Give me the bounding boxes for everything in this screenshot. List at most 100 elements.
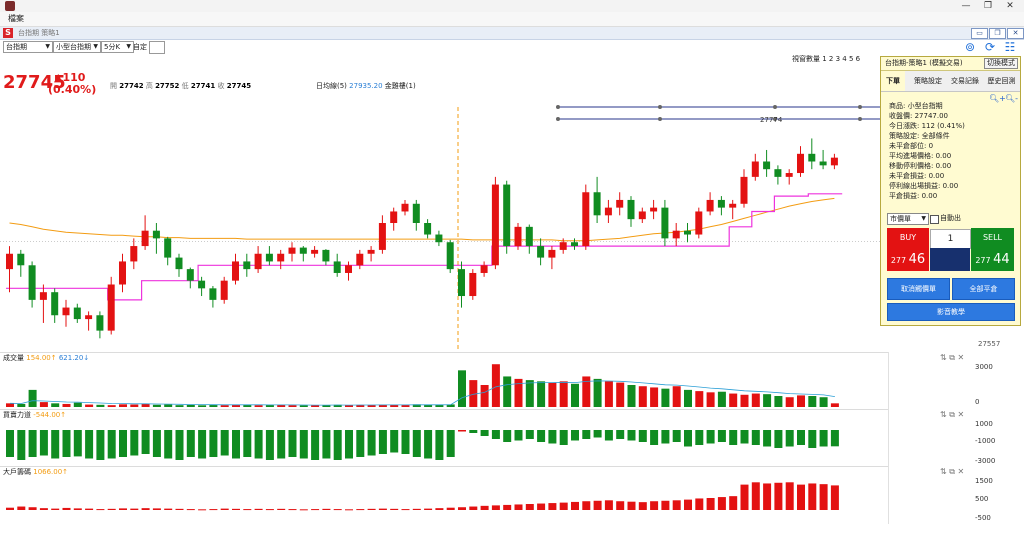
whale-bar	[593, 500, 602, 510]
custom-input[interactable]	[149, 41, 165, 54]
whale-bar	[717, 497, 726, 510]
cancel-trigger-order-button[interactable]: 取消觸價單	[887, 278, 950, 300]
whale-bar	[107, 508, 116, 510]
video-tutorial-button[interactable]: 影音教學	[887, 303, 1015, 321]
buy-button[interactable]: BUY 277 46	[887, 228, 929, 271]
chevron-down-icon: ▼	[93, 43, 98, 50]
candle-body	[559, 242, 567, 250]
low-label: 低	[181, 82, 189, 90]
period-select[interactable]: 5分K ▼	[101, 41, 134, 53]
candle-body	[243, 261, 251, 270]
volume-bar	[480, 385, 489, 407]
tab-order[interactable]: 下單	[881, 71, 905, 91]
volume-bar	[141, 403, 150, 407]
info-line: 今日漲跌: 112 (0.41%)	[889, 122, 965, 130]
candle-body	[333, 261, 341, 273]
candle-body	[537, 246, 545, 258]
candle-body	[107, 284, 115, 331]
whale-bar	[785, 482, 794, 510]
power-bar	[785, 430, 794, 447]
chevron-down-icon: ▼	[126, 43, 131, 50]
candle-body	[593, 192, 601, 216]
volume-chart[interactable]	[0, 363, 888, 409]
doc-restore-icon[interactable]: ❐	[989, 28, 1006, 39]
whale-bar	[571, 501, 579, 510]
tab-backtest[interactable]: 歷史回測	[987, 77, 1016, 85]
maximize-icon[interactable]: ❐	[983, 1, 993, 11]
candle-body	[582, 192, 590, 247]
volume-bar	[695, 391, 704, 407]
user-list-icon[interactable]: ☷	[1004, 40, 1016, 54]
whale-bar	[695, 498, 704, 510]
power-bar	[571, 430, 579, 441]
candle-body	[548, 249, 556, 258]
power-bar	[288, 430, 297, 457]
whale-bar	[559, 502, 568, 510]
power-bar	[593, 430, 602, 438]
whale-bar	[661, 500, 670, 510]
power-bar	[175, 430, 184, 460]
info-line: 平均進場價格: 0.00	[889, 152, 952, 160]
tab-records[interactable]: 交易記錄	[951, 77, 979, 85]
switch-mode-button[interactable]: 切換模式	[984, 58, 1018, 69]
volume-bar	[763, 394, 772, 407]
whale-bar	[616, 501, 625, 510]
volume-bar	[672, 386, 681, 407]
whale-bar	[797, 484, 805, 510]
candle-body	[28, 265, 36, 300]
whale-chart[interactable]	[0, 477, 888, 523]
volume-bar	[661, 388, 670, 407]
refresh-icon[interactable]: ⟳	[984, 40, 996, 54]
document-bar: S 台指期 策略1 ▭ ❐ ✕	[0, 27, 1024, 40]
power-bar	[232, 430, 240, 459]
candle-body	[62, 307, 70, 316]
candle-body	[356, 253, 364, 266]
tab-strategy[interactable]: 策略設定	[914, 77, 942, 85]
candle-body	[141, 230, 149, 247]
power-chart[interactable]	[0, 420, 888, 466]
candle-body	[73, 307, 81, 320]
whale-bar	[220, 508, 229, 510]
close-icon[interactable]: ✕	[1006, 1, 1014, 11]
whale-bar	[774, 482, 783, 510]
whale-panel-label: 大戶籌碼 1066.00↑	[3, 468, 69, 476]
quantity-input[interactable]: 1	[930, 229, 971, 249]
minimize-icon[interactable]: —	[961, 1, 971, 11]
power-bar	[604, 430, 613, 441]
zoom-out-icon[interactable]: 🔍︎-	[1005, 94, 1019, 103]
candle-body	[322, 249, 330, 262]
power-bar	[751, 430, 760, 445]
whale-bar	[412, 508, 421, 510]
sell-button[interactable]: SELL 277 44	[971, 228, 1014, 271]
power-bar	[220, 430, 229, 456]
high-label: 高	[145, 82, 153, 90]
doc-close-icon[interactable]: ✕	[1007, 28, 1024, 39]
power-bar	[503, 430, 512, 442]
candle-body	[661, 207, 669, 239]
power-bar	[446, 430, 455, 457]
panel-tools-icons[interactable]: ⇅ ⧉ ✕	[940, 467, 965, 476]
whale-bar	[345, 509, 353, 511]
close-all-positions-button[interactable]: 全部平倉	[952, 278, 1015, 300]
whale-bar	[141, 508, 150, 510]
menu-file[interactable]: 檔案	[8, 14, 24, 23]
contract-select[interactable]: 小型台指期 ▼	[53, 41, 101, 53]
candle-body	[277, 253, 285, 262]
volume-bar	[604, 381, 613, 407]
zoom-in-icon[interactable]: 🔍︎+	[989, 94, 1006, 103]
market-select[interactable]: 台指期 ▼	[3, 41, 53, 53]
panel-tools-icons[interactable]: ⇅ ⧉ ✕	[940, 353, 965, 362]
order-type-select[interactable]: 市價單 ▼	[887, 213, 929, 225]
window-count-pager[interactable]: 視窗數量 1 2 3 4 5 6	[792, 55, 861, 63]
volume-bar	[458, 370, 466, 407]
volume-bar	[650, 387, 659, 407]
doc-minimize-icon[interactable]: ▭	[971, 28, 988, 39]
auto-exit-checkbox[interactable]	[930, 215, 939, 224]
whale-bar	[322, 508, 331, 510]
power-bar	[73, 430, 82, 457]
price-chart[interactable]: 27774	[0, 95, 888, 351]
whale-bar	[604, 500, 613, 510]
panel-tools-icons[interactable]: ⇅ ⧉ ✕	[940, 410, 965, 419]
signal-icon[interactable]: ⊚	[964, 40, 976, 54]
whale-bar	[288, 509, 297, 511]
